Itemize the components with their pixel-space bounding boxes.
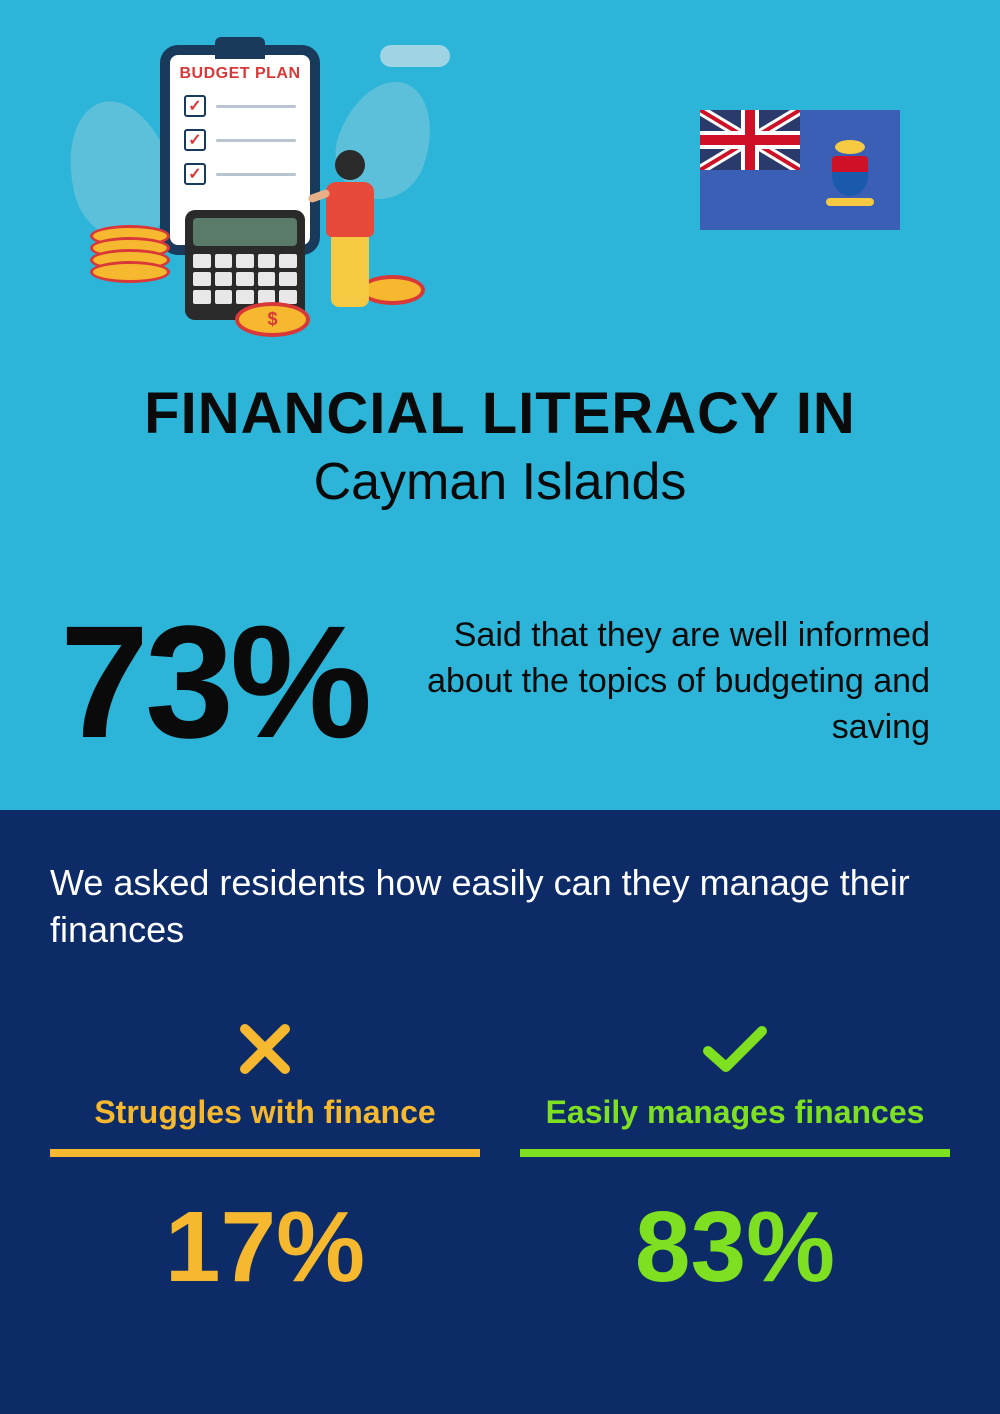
stat-description: Said that they are well informed about t… [408, 613, 940, 751]
cayman-islands-flag-icon [700, 110, 900, 230]
line [216, 139, 296, 142]
checkbox-icon: ✓ [184, 163, 206, 185]
person-icon [315, 150, 385, 320]
manages-percent: 83% [520, 1197, 950, 1297]
title-block: FINANCIAL LITERACY IN Cayman Islands [60, 380, 940, 512]
cloud-shape [380, 45, 450, 67]
clipboard-clip [215, 37, 265, 59]
checkbox-icon: ✓ [184, 95, 206, 117]
checklist-row: ✓ [184, 95, 296, 117]
union-jack [700, 110, 800, 170]
comparison-columns: Struggles with finance 17% Easily manage… [50, 1014, 950, 1297]
title-main: FINANCIAL LITERACY IN [60, 380, 940, 447]
checkbox-icon: ✓ [184, 129, 206, 151]
divider-orange [50, 1149, 480, 1157]
calc-screen [193, 218, 297, 246]
header-row: BUDGET PLAN ✓ ✓ ✓ [60, 40, 940, 340]
stat-percent: 73% [60, 602, 368, 762]
clipboard-title: BUDGET PLAN [170, 65, 310, 83]
budget-illustration: BUDGET PLAN ✓ ✓ ✓ [60, 40, 440, 340]
struggles-label: Struggles with finance [50, 1094, 480, 1149]
manages-label: Easily manages finances [520, 1094, 950, 1149]
top-section: BUDGET PLAN ✓ ✓ ✓ [0, 0, 1000, 810]
check-icon [520, 1014, 950, 1084]
stat-row: 73% Said that they are well informed abo… [60, 602, 940, 762]
infographic-page: BUDGET PLAN ✓ ✓ ✓ [0, 0, 1000, 1414]
checklist-row: ✓ [184, 163, 296, 185]
coins-stack-icon [90, 235, 170, 283]
struggles-percent: 17% [50, 1197, 480, 1297]
line [216, 173, 296, 176]
crest-icon [825, 140, 875, 200]
line [216, 105, 296, 108]
coin-icon: $ [235, 302, 310, 337]
struggles-column: Struggles with finance 17% [50, 1014, 480, 1297]
checklist-row: ✓ [184, 129, 296, 151]
manages-column: Easily manages finances 83% [520, 1014, 950, 1297]
title-sub: Cayman Islands [60, 452, 940, 512]
question-text: We asked residents how easily can they m… [50, 860, 950, 954]
divider-green [520, 1149, 950, 1157]
bottom-section: We asked residents how easily can they m… [0, 810, 1000, 1414]
x-icon [50, 1014, 480, 1084]
calc-buttons [193, 254, 297, 304]
